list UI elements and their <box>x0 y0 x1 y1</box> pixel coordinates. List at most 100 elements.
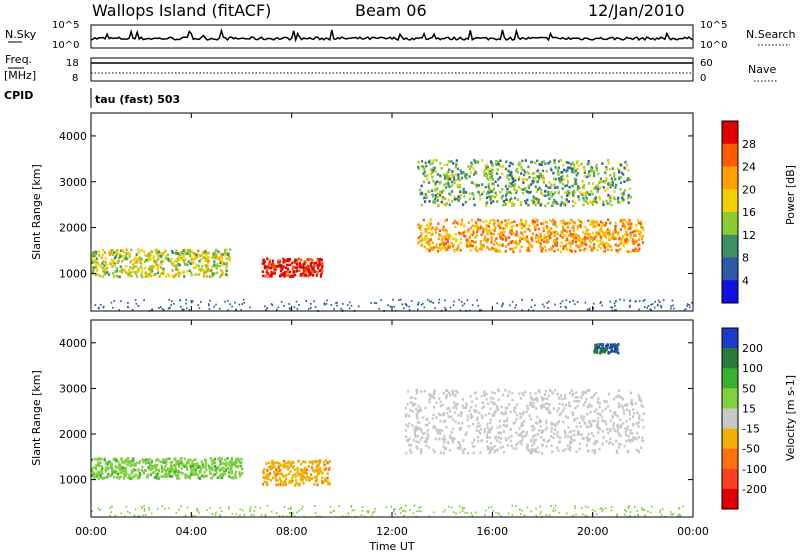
velocity-cell <box>495 404 498 408</box>
power-cell <box>566 191 569 195</box>
power-cell <box>482 227 485 230</box>
power-cell <box>500 220 503 224</box>
velocity-cell <box>502 445 505 449</box>
velocity-cell <box>94 466 98 469</box>
power-cell <box>473 203 476 207</box>
velocity-cell <box>174 457 177 460</box>
power-cell <box>544 245 547 248</box>
velocity-cell <box>214 468 217 472</box>
power-cell <box>143 254 146 257</box>
power-cell <box>609 194 612 198</box>
power-cell <box>523 236 526 239</box>
power-cell <box>473 225 476 228</box>
velocity-cell <box>189 458 192 461</box>
power-cell <box>554 223 557 227</box>
power-cell <box>595 220 598 223</box>
power-cell <box>161 271 164 275</box>
power-cell <box>448 168 451 172</box>
power-cell <box>197 273 200 276</box>
power-cell <box>547 193 550 197</box>
power-cell <box>544 249 547 252</box>
power-cell <box>215 267 218 270</box>
velocity-cell <box>180 505 182 508</box>
velocity-cell <box>176 469 179 472</box>
power-cell <box>238 303 241 306</box>
power-cell <box>436 199 439 202</box>
power-cell <box>270 270 273 274</box>
cpid-text: tau (fast) 503 <box>95 93 180 106</box>
velocity-cell <box>414 433 417 436</box>
velocity-cell <box>561 449 565 453</box>
power-cell <box>642 300 645 302</box>
power-cell <box>454 237 457 241</box>
velocity-cell <box>449 394 452 397</box>
velocity-cell <box>619 425 622 429</box>
velocity-cell <box>169 475 172 478</box>
velocity-cell <box>338 505 340 507</box>
velocity-cell <box>156 464 159 467</box>
power-cell <box>469 248 472 252</box>
power-cell <box>547 186 550 189</box>
power-cell <box>545 225 548 228</box>
power-cell <box>154 273 157 276</box>
velocity-cell <box>486 445 489 448</box>
velocity-cell <box>582 436 585 440</box>
velocity-cell <box>610 509 613 512</box>
power-cell <box>101 262 104 265</box>
velocity-cell <box>541 429 544 433</box>
velocity-cell <box>291 466 294 469</box>
power-cell <box>292 265 295 269</box>
velocity-cell <box>190 470 193 474</box>
power-cell <box>556 241 559 245</box>
power-cell <box>539 242 542 245</box>
power-cell <box>560 230 564 234</box>
velocity-cell <box>519 440 522 443</box>
velocity-cell <box>296 466 299 470</box>
power-cell <box>146 254 149 258</box>
velocity-cell <box>426 429 429 432</box>
velocity-cell <box>578 400 581 403</box>
velocity-cell <box>439 420 442 423</box>
velocity-cell <box>587 437 590 441</box>
velocity-cell <box>264 515 267 518</box>
velocity-cell <box>115 459 118 462</box>
power-cell <box>527 184 530 188</box>
velocity-cell <box>294 483 297 487</box>
power-cell <box>533 201 536 204</box>
power-cell <box>445 186 448 189</box>
power-cell <box>622 236 625 239</box>
power-cell <box>587 193 590 196</box>
power-cell <box>119 270 122 273</box>
velocity-cell <box>628 410 631 413</box>
y-tick-label: 1000 <box>59 267 87 280</box>
power-cell <box>140 262 143 266</box>
power-cell <box>573 166 576 169</box>
velocity-cell <box>546 402 549 405</box>
velocity-cell <box>549 411 552 415</box>
power-cell <box>485 239 488 243</box>
power-cell <box>135 265 138 269</box>
velocity-cell <box>198 511 200 514</box>
velocity-cell <box>161 469 164 473</box>
velocity-cell <box>176 463 179 466</box>
velocity-cell <box>552 507 555 510</box>
power-cell <box>155 263 158 267</box>
power-cell <box>226 253 230 257</box>
power-cell <box>269 274 272 277</box>
power-cell <box>443 183 446 187</box>
velocity-cell <box>492 397 495 400</box>
power-cell <box>572 168 575 171</box>
velocity-cell <box>644 514 646 517</box>
velocity-cell <box>596 351 599 354</box>
velocity-cell <box>160 464 163 468</box>
velocity-cell <box>228 471 231 474</box>
velocity-cell <box>138 514 140 517</box>
power-cell <box>520 166 523 169</box>
velocity-cell <box>170 475 174 478</box>
velocity-cell <box>288 462 291 465</box>
velocity-cell <box>466 418 469 422</box>
velocity-cell <box>187 475 190 478</box>
power-cell <box>625 163 628 167</box>
power-cell <box>548 237 551 240</box>
power-cell <box>636 219 639 222</box>
